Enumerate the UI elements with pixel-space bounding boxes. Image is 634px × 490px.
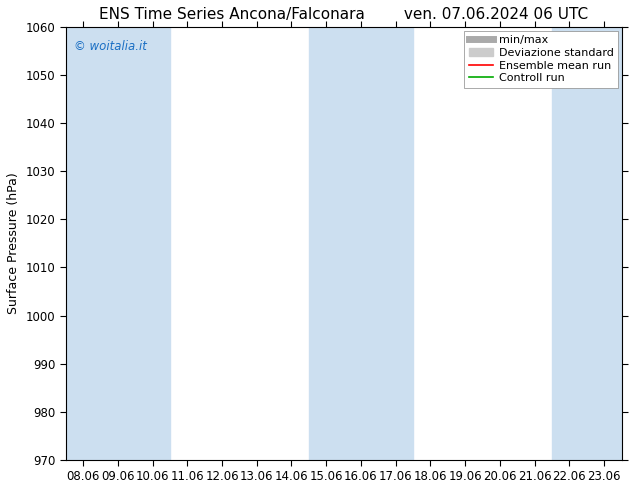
Bar: [66, 27, 170, 460]
Bar: [552, 27, 621, 460]
Title: ENS Time Series Ancona/Falconara        ven. 07.06.2024 06 UTC: ENS Time Series Ancona/Falconara ven. 07…: [99, 7, 588, 22]
Y-axis label: Surface Pressure (hPa): Surface Pressure (hPa): [7, 172, 20, 314]
Legend: min/max, Deviazione standard, Ensemble mean run, Controll run: min/max, Deviazione standard, Ensemble m…: [464, 30, 618, 88]
Text: © woitalia.it: © woitalia.it: [74, 40, 147, 53]
Bar: [309, 27, 413, 460]
